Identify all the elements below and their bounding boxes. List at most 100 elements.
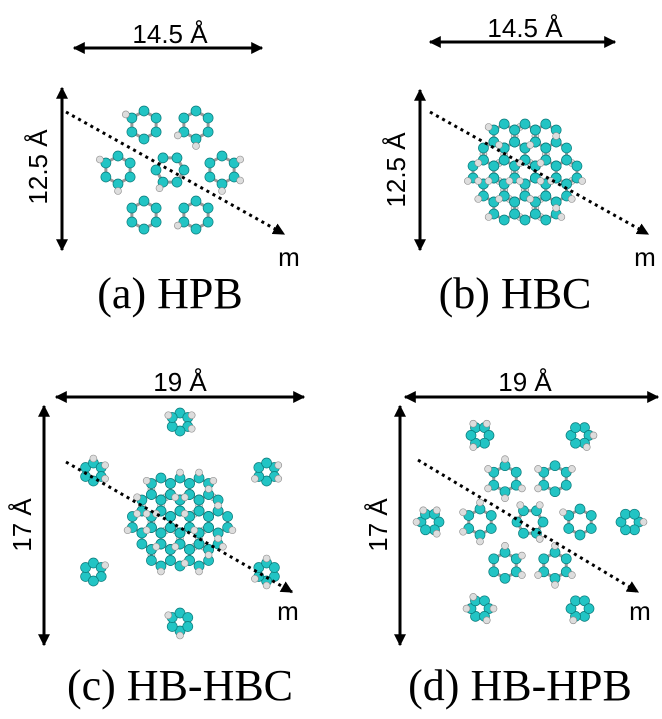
- atom: [571, 423, 581, 433]
- hydrogen: [553, 133, 560, 140]
- hydrogen: [535, 465, 542, 472]
- hydrogen: [477, 499, 484, 506]
- hydrogen: [143, 477, 150, 484]
- hydrogen: [122, 111, 129, 118]
- atom: [572, 161, 582, 171]
- atom: [564, 524, 574, 534]
- hydrogen: [177, 632, 184, 639]
- atom: [191, 196, 201, 206]
- height-label: 17 Å: [363, 498, 393, 552]
- hydrogen: [174, 132, 181, 139]
- atom: [191, 224, 201, 234]
- atom: [621, 509, 631, 519]
- atom: [586, 511, 596, 521]
- hydrogen: [263, 555, 270, 562]
- width-label: 14.5 Å: [132, 19, 208, 49]
- axis-label: m: [629, 596, 651, 626]
- hydrogen: [143, 510, 150, 517]
- atom: [127, 217, 137, 227]
- hydrogen: [463, 605, 470, 612]
- hydrogen: [570, 617, 577, 624]
- hydrogen: [177, 469, 184, 476]
- atom: [571, 596, 581, 606]
- atom: [584, 604, 594, 614]
- atom: [520, 119, 530, 129]
- atom: [519, 528, 529, 538]
- atom: [203, 127, 213, 137]
- width-label: 14.5 Å: [487, 13, 563, 43]
- hydrogen: [558, 214, 565, 221]
- atom: [541, 143, 551, 153]
- hydrogen: [568, 196, 575, 203]
- hydrogen: [165, 412, 172, 419]
- hydrogen: [485, 214, 492, 221]
- height-label: 12.5 Å: [381, 132, 411, 208]
- hydrogen: [134, 510, 141, 517]
- atom: [179, 165, 189, 175]
- atom: [551, 161, 561, 171]
- hydrogen: [560, 509, 567, 516]
- atom: [562, 143, 572, 153]
- figure: 14.5 Å 12.5 Å m (a) HPB 14.5 Å 12.5 Å m …: [0, 0, 662, 719]
- hydrogen: [188, 425, 195, 432]
- atom: [194, 495, 204, 505]
- atom: [538, 517, 548, 527]
- atom: [489, 554, 499, 564]
- atom: [204, 512, 214, 522]
- hydrogen: [475, 196, 482, 203]
- atom: [165, 523, 175, 533]
- atom: [167, 422, 177, 432]
- hydrogen: [536, 535, 543, 542]
- atom: [262, 458, 272, 468]
- hydrogen: [420, 507, 427, 514]
- atom: [113, 151, 123, 161]
- atom: [500, 573, 510, 583]
- axis-label: m: [278, 242, 300, 272]
- hydrogen: [165, 612, 172, 619]
- hydrogen: [193, 142, 200, 149]
- atom: [191, 106, 201, 116]
- atom: [541, 215, 551, 225]
- width-label: 19 Å: [153, 367, 207, 397]
- hydrogen: [196, 469, 203, 476]
- atom: [530, 209, 540, 219]
- hydrogen: [188, 412, 195, 419]
- hydrogen: [96, 156, 103, 163]
- axis-label: m: [634, 242, 656, 272]
- hydrogen: [568, 465, 575, 472]
- hydrogen: [237, 156, 244, 163]
- hydrogen: [153, 543, 160, 550]
- hydrogen: [502, 495, 509, 502]
- atom: [575, 504, 585, 514]
- atom: [421, 525, 431, 535]
- hydrogen: [215, 502, 222, 509]
- hydrogen: [90, 455, 97, 462]
- atom: [146, 556, 156, 566]
- hydrogen: [413, 519, 420, 526]
- atom: [575, 530, 585, 540]
- hydrogen: [124, 527, 131, 534]
- hydrogen: [196, 568, 203, 575]
- atom: [165, 556, 175, 566]
- atom: [151, 217, 161, 227]
- hydrogen: [502, 542, 509, 549]
- hydrogen: [215, 535, 222, 542]
- atom: [499, 119, 509, 129]
- atom: [223, 512, 233, 522]
- atom: [204, 523, 214, 533]
- caption: (d) HB-HPB: [408, 661, 632, 710]
- atom: [88, 576, 98, 586]
- width-label: 19 Å: [498, 367, 552, 397]
- hydrogen: [496, 142, 503, 149]
- atom: [205, 158, 215, 168]
- atom: [156, 495, 166, 505]
- hydrogen: [102, 562, 109, 569]
- hydrogen: [174, 222, 181, 229]
- hydrogen: [460, 509, 467, 516]
- atom: [151, 203, 161, 213]
- hydrogen: [583, 444, 590, 451]
- hydrogen: [485, 465, 492, 472]
- atom: [561, 554, 571, 564]
- hydrogen: [251, 475, 258, 482]
- atom: [562, 155, 572, 165]
